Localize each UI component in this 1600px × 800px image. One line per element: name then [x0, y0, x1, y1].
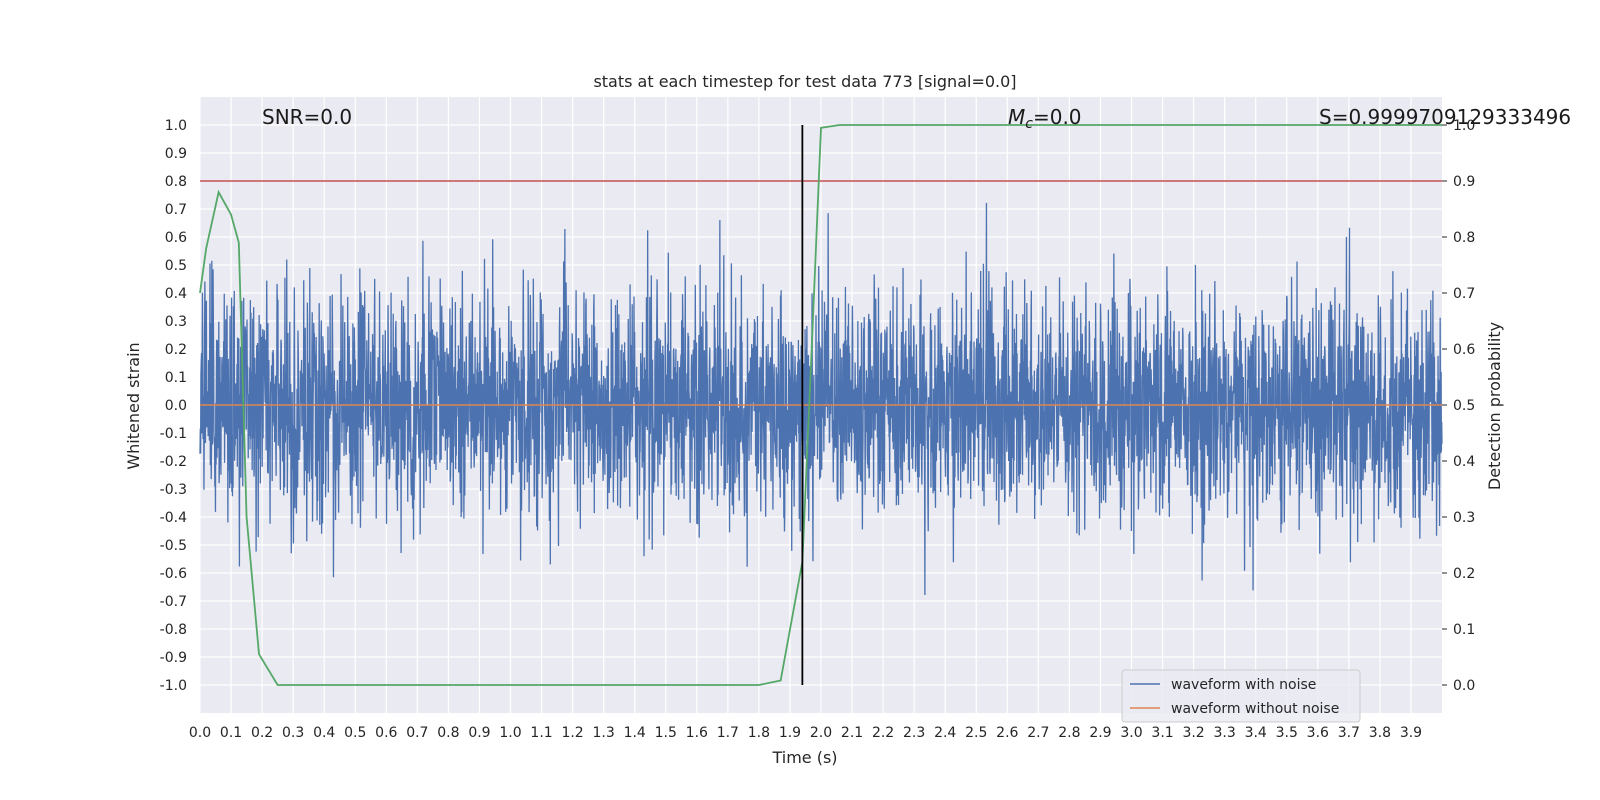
y-tick-label: 0.6 — [165, 230, 187, 246]
chart-title: stats at each timestep for test data 773… — [593, 72, 1016, 91]
y-tick-label: 1.0 — [165, 118, 187, 134]
snr-annotation: SNR=0.0 — [262, 105, 352, 129]
legend-label-clean: waveform without noise — [1171, 701, 1339, 717]
y-tick-label: -0.9 — [160, 650, 187, 666]
y2-tick-label: 0.1 — [1453, 622, 1475, 638]
x-tick-label: 0.8 — [437, 725, 459, 741]
mc-subscript: c — [1025, 116, 1033, 132]
legend-box — [1121, 669, 1361, 723]
x-tick-label: 2.7 — [1027, 725, 1049, 741]
y-tick-label: 0.1 — [165, 370, 187, 386]
x-tick-label: 1.1 — [530, 725, 552, 741]
y2-tick-label: 0.5 — [1453, 398, 1475, 414]
y-tick-label: 0.2 — [165, 342, 187, 358]
x-tick-label: 2.9 — [1089, 725, 1111, 741]
x-tick-label: 1.0 — [499, 725, 521, 741]
x-tick-label: 0.5 — [344, 725, 366, 741]
x-tick-label: 2.8 — [1058, 725, 1080, 741]
x-axis-label: Time (s) — [771, 748, 837, 767]
y2-tick-label: 0.2 — [1453, 566, 1475, 582]
y2-tick-label: 0.0 — [1453, 678, 1475, 694]
x-tick-label: 1.6 — [686, 725, 708, 741]
x-tick-label: 0.1 — [220, 725, 242, 741]
x-tick-label: 0.0 — [189, 725, 211, 741]
y-axis-ticks: 1.0 0.9 0.8 0.7 0.6 0.5 0.4 0.3 0.2 0.1 0.0 -0.1 -0.… — [160, 118, 187, 694]
y2-tick-label: 0.3 — [1453, 510, 1475, 526]
x-tick-label: 3.5 — [1276, 725, 1298, 741]
x-tick-label: 0.9 — [468, 725, 490, 741]
legend-label-noise: waveform with noise — [1171, 677, 1316, 693]
x-tick-label: 0.2 — [251, 725, 273, 741]
x-tick-label: 1.4 — [624, 725, 646, 741]
x-tick-label: 3.3 — [1214, 725, 1236, 741]
y-tick-label: 0.5 — [165, 258, 187, 274]
x-axis-ticks: 0.0 0.1 0.2 0.3 0.4 0.5 0.6 0.7 0.8 0.9 1.0 1.1 1.2 1… — [189, 725, 1422, 741]
x-tick-label: 2.1 — [841, 725, 863, 741]
y-tick-label: -0.1 — [160, 426, 187, 442]
mc-symbol: M — [1008, 105, 1025, 129]
x-tick-label: 1.3 — [593, 725, 615, 741]
y-tick-label: -0.3 — [160, 482, 187, 498]
y-tick-label: -0.5 — [160, 538, 187, 554]
y2-tick-label: 0.4 — [1453, 454, 1475, 470]
x-tick-label: 2.4 — [934, 725, 956, 741]
y-tick-label: -0.7 — [160, 594, 187, 610]
x-tick-label: 0.3 — [282, 725, 304, 741]
x-tick-label: 3.9 — [1400, 725, 1422, 741]
y-tick-label: -0.4 — [160, 510, 187, 526]
y-tick-label: 0.9 — [165, 146, 187, 162]
mc-annotation: Mc=0.0 — [1008, 105, 1082, 132]
x-tick-label: 1.7 — [717, 725, 739, 741]
y2-tick-label: 1.0 — [1453, 118, 1475, 134]
y2-tick-label: 0.6 — [1453, 342, 1475, 358]
x-tick-label: 2.3 — [903, 725, 925, 741]
y-axis-label: Whitened strain — [124, 342, 143, 469]
y-tick-label: -0.2 — [160, 454, 187, 470]
mc-value: =0.0 — [1033, 105, 1082, 129]
series-detection-probability — [199, 124, 1442, 686]
x-tick-label: 3.7 — [1338, 725, 1360, 741]
y-tick-label: 0.3 — [165, 314, 187, 330]
x-tick-label: 3.8 — [1369, 725, 1391, 741]
x-tick-label: 0.7 — [406, 725, 428, 741]
x-tick-label: 1.5 — [655, 725, 677, 741]
x-tick-label: 3.0 — [1120, 725, 1142, 741]
y-tick-label: 0.4 — [165, 286, 187, 302]
y-tick-label: -0.8 — [160, 622, 187, 638]
y2-axis-ticks: 1.0 0.9 0.8 0.7 0.6 0.5 0.4 0.3 0.2 0.1 0.0 — [1442, 118, 1475, 694]
x-tick-label: 0.4 — [313, 725, 335, 741]
x-tick-label: 3.2 — [1182, 725, 1204, 741]
x-tick-label: 1.2 — [561, 725, 583, 741]
x-tick-label: 1.8 — [748, 725, 770, 741]
legend: waveform with noise waveform without noi… — [1121, 669, 1361, 723]
x-tick-label: 1.9 — [779, 725, 801, 741]
y2-tick-label: 0.9 — [1453, 174, 1475, 190]
y2-tick-label: 0.8 — [1453, 230, 1475, 246]
y-tick-label: 0.0 — [165, 398, 187, 414]
y2-axis-label: Detection probability — [1485, 322, 1504, 490]
y-tick-label: -1.0 — [160, 678, 187, 694]
x-tick-label: 2.6 — [996, 725, 1018, 741]
x-tick-label: 3.4 — [1245, 725, 1267, 741]
y-tick-label: 0.7 — [165, 202, 187, 218]
y-tick-label: 0.8 — [165, 174, 187, 190]
y-tick-label: -0.6 — [160, 566, 187, 582]
x-tick-label: 2.5 — [965, 725, 987, 741]
x-tick-label: 2.2 — [872, 725, 894, 741]
x-tick-label: 2.0 — [810, 725, 832, 741]
score-annotation: S=0.9999709129333496 — [1319, 105, 1571, 129]
x-tick-label: 0.6 — [375, 725, 397, 741]
x-tick-label: 3.6 — [1307, 725, 1329, 741]
plot-series — [199, 124, 1443, 686]
y2-tick-label: 0.7 — [1453, 286, 1475, 302]
x-tick-label: 3.1 — [1151, 725, 1173, 741]
